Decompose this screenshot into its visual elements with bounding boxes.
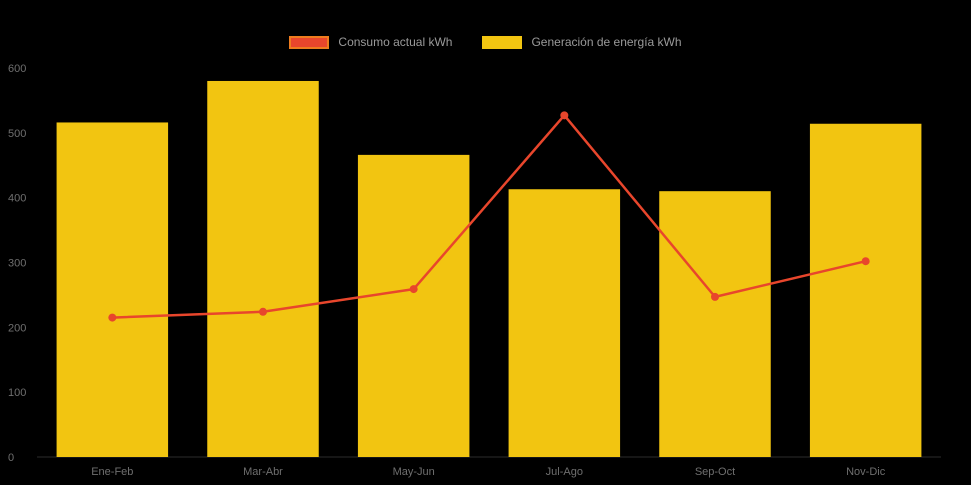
y-axis-tick-label: 100: [8, 387, 26, 399]
y-axis-tick-label: 500: [8, 128, 26, 140]
legend-label-generacion-energia: Generación de energía kWh: [531, 35, 682, 49]
bar-May-Jun[interactable]: [357, 154, 470, 458]
line-point-May-Jun[interactable]: [409, 285, 418, 294]
y-axis-tick-label: 0: [8, 452, 14, 464]
y-axis-tick-label: 400: [8, 193, 26, 205]
legend-item-generacion-energia[interactable]: Generación de energía kWh: [482, 35, 682, 49]
x-axis-tick-label: Sep-Oct: [695, 466, 735, 478]
x-axis-tick-label: Mar-Abr: [243, 466, 283, 478]
legend-swatch-generacion-energia: [482, 36, 523, 49]
chart-legend: Consumo actual kWh Generación de energía…: [0, 36, 971, 49]
y-axis-tick-label: 200: [8, 322, 26, 334]
line-point-Ene-Feb[interactable]: [108, 313, 117, 322]
line-point-Jul-Ago[interactable]: [560, 111, 569, 120]
x-axis-tick-label: Nov-Dic: [846, 466, 886, 478]
bar-Ene-Feb[interactable]: [56, 122, 169, 458]
line-point-Nov-Dic[interactable]: [861, 257, 870, 266]
line-point-Sep-Oct[interactable]: [711, 292, 719, 301]
y-axis-tick-label: 600: [8, 63, 26, 75]
line-point-Mar-Abr[interactable]: [259, 307, 267, 316]
bar-Jul-Ago[interactable]: [508, 189, 621, 457]
legend-item-consumo-actual[interactable]: Consumo actual kWh: [289, 36, 452, 49]
x-axis-tick-label: Ene-Feb: [91, 466, 133, 478]
bar-Sep-Oct[interactable]: [659, 191, 771, 457]
x-axis-tick-label: Jul-Ago: [546, 466, 583, 478]
legend-swatch-consumo-actual: [289, 36, 330, 49]
line-series-consumo-actual: [111, 114, 867, 319]
bar-Mar-Abr[interactable]: [207, 80, 319, 457]
x-axis-tick-label: May-Jun: [393, 466, 435, 478]
y-axis-tick-label: 300: [8, 258, 26, 270]
legend-label-consumo-actual: Consumo actual kWh: [338, 35, 453, 49]
bar-Nov-Dic[interactable]: [809, 123, 922, 458]
